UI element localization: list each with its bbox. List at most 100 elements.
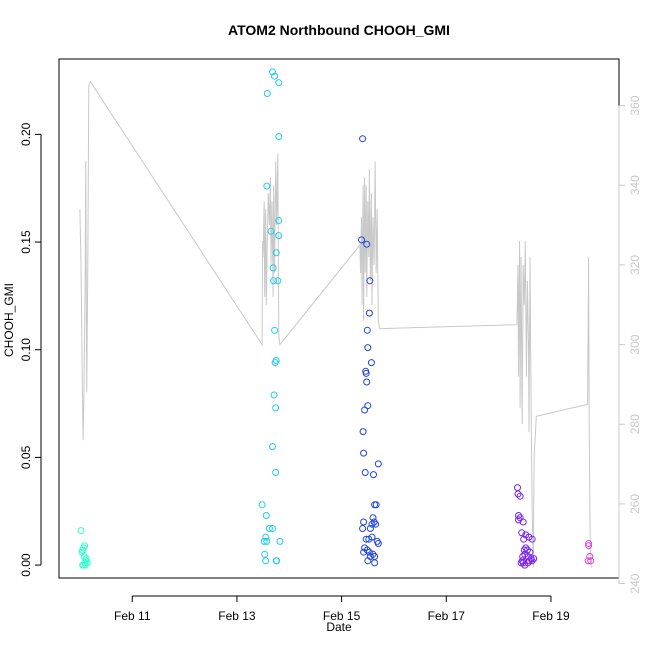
data-point-series-3 [366,525,374,532]
data-point-series-2 [267,227,275,235]
data-point-series-3 [359,135,367,143]
data-point-series-5 [586,553,594,560]
data-point-series-2 [272,404,280,412]
data-point-series-2 [265,525,273,532]
data-point-series-5 [585,540,593,547]
x-tick-label: Feb 19 [532,609,570,623]
data-point-series-1 [79,561,87,569]
chart-title: ATOM2 Northbound CHOOH_GMI [228,22,450,38]
y-tick-label: 0.15 [19,230,33,254]
data-point-series-4 [514,484,521,492]
data-point-series-2 [263,90,271,97]
data-point-series-1 [80,544,88,552]
data-point-series-4 [514,490,522,498]
data-point-series-2 [276,537,284,545]
data-point-series-2 [269,68,276,76]
data-point-series-4 [516,492,524,500]
data-point-series-1 [81,561,89,569]
right-y-tick-label: 280 [628,414,642,434]
data-point-series-1 [80,553,88,560]
data-point-series-3 [364,557,372,565]
data-point-series-2 [275,133,283,140]
data-point-series-3 [365,309,373,317]
right-y-tick-label: 300 [628,334,642,354]
data-point-series-2 [275,232,283,240]
data-point-series-3 [366,277,374,285]
data-point-series-3 [363,240,371,248]
data-point-series-3 [369,514,377,522]
data-point-series-2 [275,217,283,224]
data-point-series-5 [585,542,593,550]
plot-frame [58,58,620,579]
data-point-series-5 [584,557,592,565]
data-point-series-2 [269,264,277,272]
data-point-series-3 [363,378,371,386]
data-point-series-2 [263,537,271,545]
data-point-series-2 [262,512,270,519]
data-point-series-2 [272,249,280,257]
data-point-series-3 [361,469,369,476]
data-point-series-3 [360,449,368,457]
data-point-series-3 [358,236,365,244]
data-point-series-3 [368,533,376,541]
data-point-series-2 [270,277,278,285]
data-point-series-2 [269,443,276,451]
data-point-series-2 [258,501,266,509]
data-point-series-2 [271,326,279,334]
data-point-series-2 [271,359,279,367]
data-point-series-4 [518,557,526,565]
data-point-series-2 [263,182,271,190]
data-point-series-3 [361,406,369,414]
data-point-series-2 [260,537,268,545]
data-point-series-4 [515,512,522,519]
data-point-series-2 [272,469,280,476]
data-point-series-3 [372,520,380,528]
data-point-series-4 [515,516,522,524]
data-point-series-2 [262,533,270,541]
data-point-series-4 [522,544,530,552]
data-point-series-2 [271,72,279,80]
data-point-series-3 [363,546,371,554]
x-tick-label: Feb 17 [428,609,466,623]
data-point-series-2 [273,557,281,565]
data-point-series-3 [359,428,367,436]
data-point-series-2 [270,391,278,399]
data-point-series-3 [360,548,368,556]
data-point-series-3 [360,518,368,526]
y-tick-label: 0.20 [19,122,33,146]
data-point-series-3 [364,402,372,410]
data-point-series-3 [374,540,382,547]
data-point-series-2 [262,557,270,565]
y-tick-label: 0.00 [19,553,33,577]
data-point-series-1 [77,527,85,535]
data-point-series-3 [364,344,372,352]
y-axis-label: CHOOH_GMI [2,283,16,357]
data-point-series-3 [371,501,379,509]
data-point-series-1 [78,548,86,556]
data-point-series-3 [363,326,371,334]
data-point-series-4 [518,529,526,537]
y-tick-label: 0.05 [19,445,33,469]
right-y-tick-label: 360 [628,95,642,115]
x-tick-label: Feb 13 [218,609,256,623]
data-point-series-4 [520,535,528,543]
data-point-series-2 [261,550,269,558]
right-y-tick-label: 260 [628,494,642,514]
right-y-tick-label: 240 [628,573,642,593]
x-axis-label: Date [326,620,352,634]
data-point-series-3 [359,525,367,532]
y-tick-label: 0.10 [19,338,33,362]
data-point-series-3 [362,535,370,543]
data-point-series-2 [274,277,282,285]
data-point-series-4 [528,535,536,543]
data-point-series-5 [587,557,595,565]
data-point-series-4 [528,557,536,565]
data-point-series-3 [367,359,375,367]
right-axis-line-series [79,80,592,568]
right-y-tick-label: 320 [628,255,642,275]
data-point-series-1 [83,559,91,567]
plot-area: Feb 11 Feb 13 Feb 15 Feb 17 Feb 19 0.00 0.05 0.… [19,58,642,623]
data-point-series-4 [530,555,538,563]
